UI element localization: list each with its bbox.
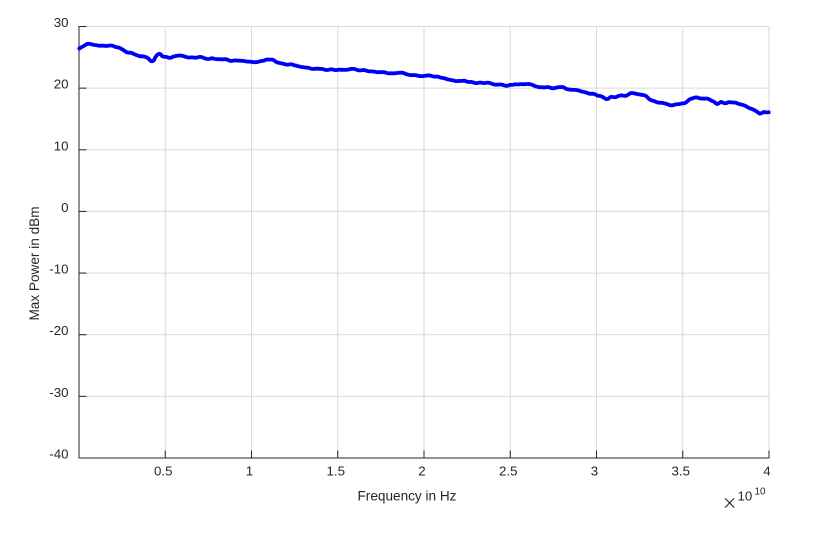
svg-text:10: 10 [54, 138, 69, 153]
svg-text:10: 10 [738, 488, 753, 503]
svg-text:0: 0 [61, 200, 68, 215]
svg-text:0.5: 0.5 [154, 464, 173, 479]
svg-text:-10: -10 [49, 262, 68, 277]
svg-text:Max Power in dBm: Max Power in dBm [27, 206, 42, 320]
svg-text:1.5: 1.5 [327, 464, 346, 479]
svg-text:2.5: 2.5 [499, 464, 518, 479]
svg-text:-20: -20 [49, 323, 68, 338]
svg-text:2: 2 [418, 464, 425, 479]
svg-text:3.5: 3.5 [672, 464, 691, 479]
svg-text:30: 30 [54, 15, 69, 30]
svg-text:Frequency in Hz: Frequency in Hz [358, 488, 457, 503]
svg-text:20: 20 [54, 77, 69, 92]
svg-text:-40: -40 [49, 447, 68, 462]
svg-text:1: 1 [246, 464, 253, 479]
svg-text:4: 4 [763, 464, 770, 479]
svg-text:10: 10 [755, 486, 767, 497]
svg-text:3: 3 [591, 464, 598, 479]
svg-text:-30: -30 [49, 385, 68, 400]
